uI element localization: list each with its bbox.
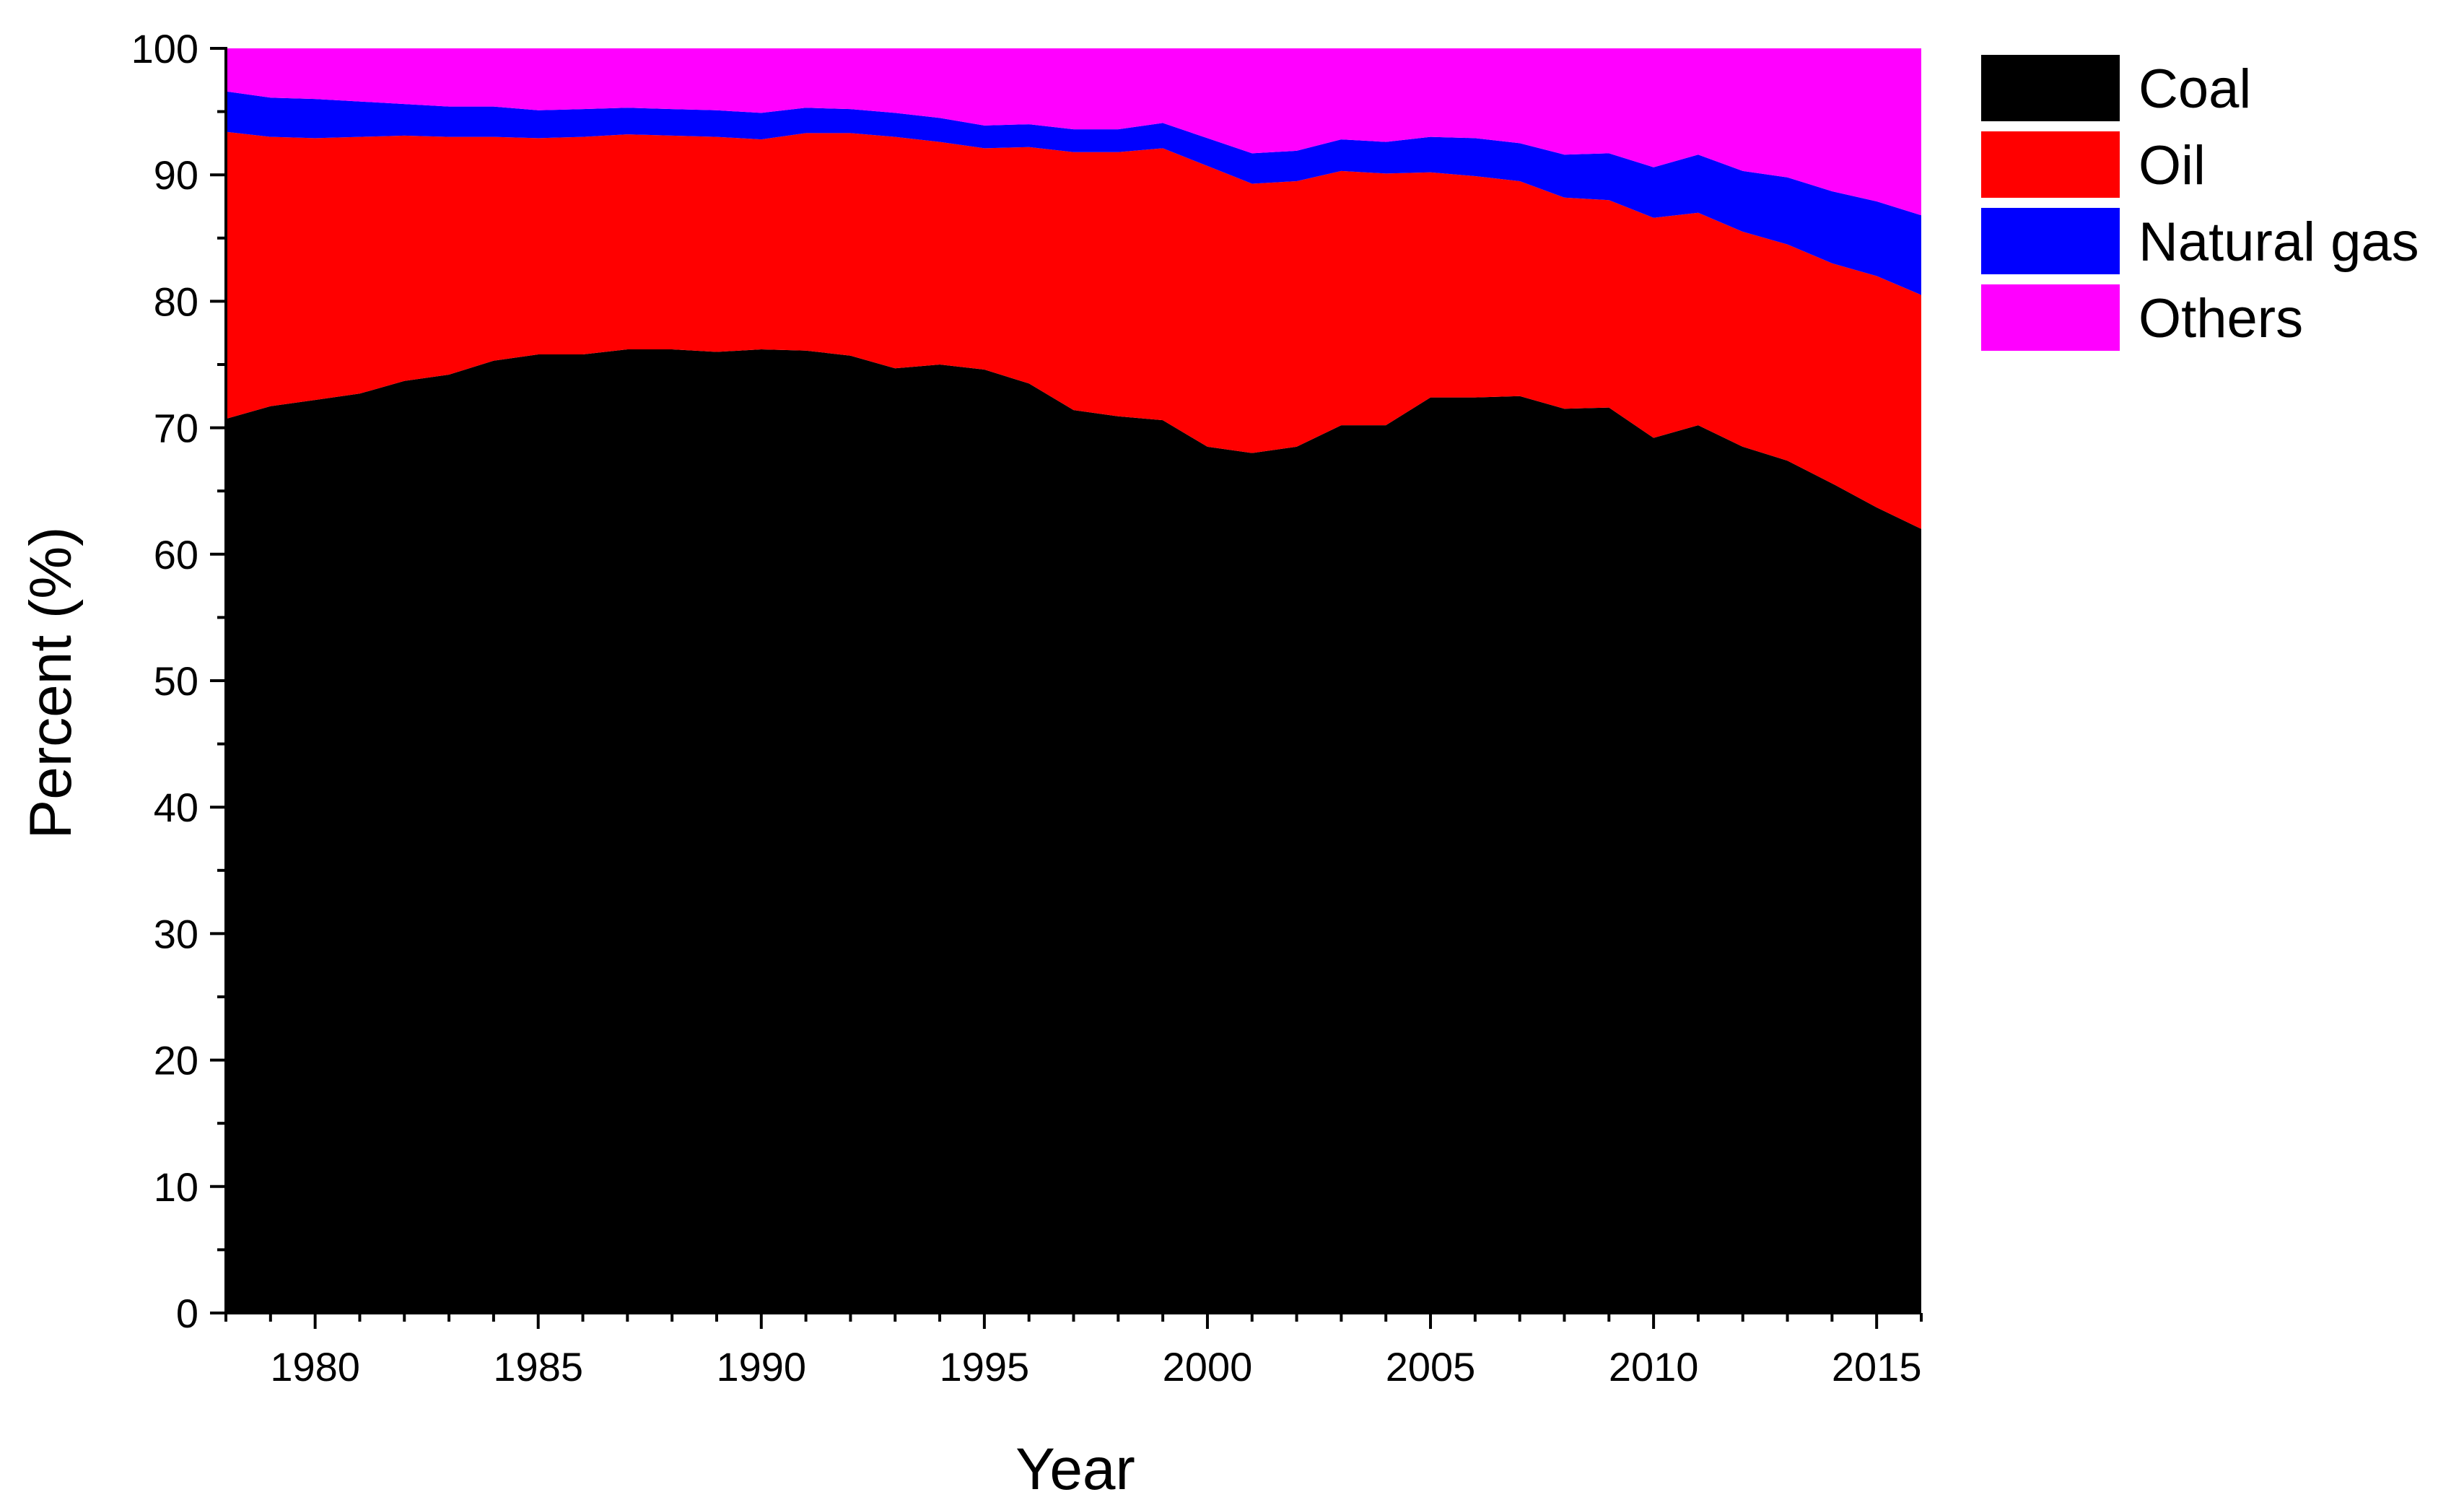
x-tick-label: 2015 xyxy=(1832,1344,1922,1390)
x-tick-label: 1985 xyxy=(493,1344,583,1390)
area-coal xyxy=(226,349,1921,1313)
legend-swatch-oil xyxy=(1981,131,2120,198)
legend-label-others: Others xyxy=(2138,288,2303,349)
legend-label-natural-gas: Natural gas xyxy=(2138,211,2419,273)
x-tick-label: 1990 xyxy=(717,1344,807,1390)
y-tick-label: 10 xyxy=(154,1164,198,1210)
area-series-group xyxy=(226,48,1921,1313)
y-tick-label: 20 xyxy=(154,1038,198,1083)
area-oil xyxy=(226,131,1921,529)
y-tick-label: 40 xyxy=(154,785,198,830)
y-axis-title: Percent (%) xyxy=(18,527,84,839)
legend-swatch-natural-gas xyxy=(1981,208,2120,274)
legend: Coal Oil Natural gas Others xyxy=(1981,55,2419,351)
legend-swatch-others xyxy=(1981,284,2120,351)
legend-label-oil: Oil xyxy=(2138,135,2206,196)
legend-label-coal: Coal xyxy=(2138,58,2251,120)
y-tick-label: 50 xyxy=(154,658,198,704)
y-tick-label: 70 xyxy=(154,406,198,451)
ticks-group: 0 10 20 30 40 50 60 70 80 90 100 1980 1985 1990 1995 20… xyxy=(131,26,1923,1390)
x-tick-label: 2005 xyxy=(1386,1344,1476,1390)
y-tick-label: 80 xyxy=(154,279,198,324)
y-tick-label: 90 xyxy=(154,152,198,198)
x-tick-label: 1980 xyxy=(270,1344,360,1390)
x-axis-title: Year xyxy=(1015,1436,1135,1502)
area-others xyxy=(226,48,1921,216)
y-tick-label: 60 xyxy=(154,532,198,577)
y-tick-label: 30 xyxy=(154,911,198,956)
legend-swatch-coal xyxy=(1981,55,2120,121)
x-tick-label: 2010 xyxy=(1609,1344,1699,1390)
x-tick-label: 1995 xyxy=(940,1344,1030,1390)
y-tick-label: 0 xyxy=(176,1291,198,1336)
x-tick-label: 2000 xyxy=(1163,1344,1253,1390)
y-tick-label: 100 xyxy=(131,26,198,71)
area-natural-gas xyxy=(226,91,1921,295)
